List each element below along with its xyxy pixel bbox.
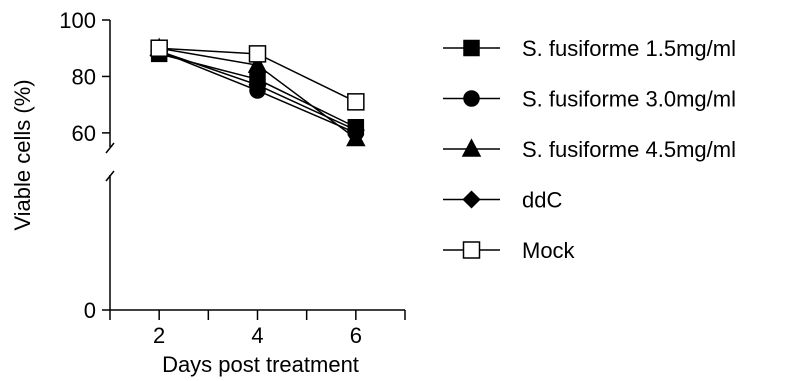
data-point: [247, 54, 268, 73]
data-point: [346, 121, 365, 140]
y-tick-label: 100: [59, 8, 96, 33]
legend-item: S. fusiforme 3.0mg/ml: [443, 87, 736, 112]
y-tick-label: 60: [72, 121, 96, 146]
data-point: [347, 93, 365, 111]
legend-marker: [462, 190, 481, 209]
legend-item: S. fusiforme 4.5mg/ml: [443, 137, 736, 162]
legend-label: S. fusiforme 1.5mg/ml: [522, 36, 736, 61]
legend-label: ddC: [522, 188, 562, 213]
y-tick-label: 0: [84, 298, 96, 323]
legend-marker: [462, 241, 481, 259]
legend-label: S. fusiforme 4.5mg/ml: [522, 137, 736, 162]
x-tick-label: 4: [251, 323, 263, 348]
legend-item: Mock: [443, 238, 576, 263]
y-axis-title: Viable cells (%): [10, 79, 35, 230]
legend-item: S. fusiforme 1.5mg/ml: [443, 36, 736, 61]
legend-label: Mock: [522, 238, 576, 263]
legend: S. fusiforme 1.5mg/ml S. fusiforme 3.0mg/…: [443, 36, 736, 263]
axis-ticks: 0 60 80 100 2 4 6: [59, 8, 406, 348]
series-layer: [149, 37, 366, 147]
series-4: [150, 39, 365, 111]
y-axis-break-mark: [105, 142, 115, 154]
x-tick-label: 2: [153, 323, 165, 348]
x-tick-label: 6: [350, 323, 362, 348]
legend-marker: [463, 90, 480, 107]
legend-label: S. fusiforme 3.0mg/ml: [522, 87, 736, 112]
y-axis-break-mark: [105, 170, 115, 182]
legend-marker: [461, 138, 482, 157]
data-point: [150, 39, 168, 57]
data-point: [248, 45, 267, 63]
x-axis-title: Days post treatment: [162, 352, 359, 377]
y-tick-label: 80: [72, 64, 96, 89]
legend-item: ddC: [443, 188, 562, 213]
legend-marker: [463, 39, 480, 57]
data-point: [248, 75, 267, 94]
